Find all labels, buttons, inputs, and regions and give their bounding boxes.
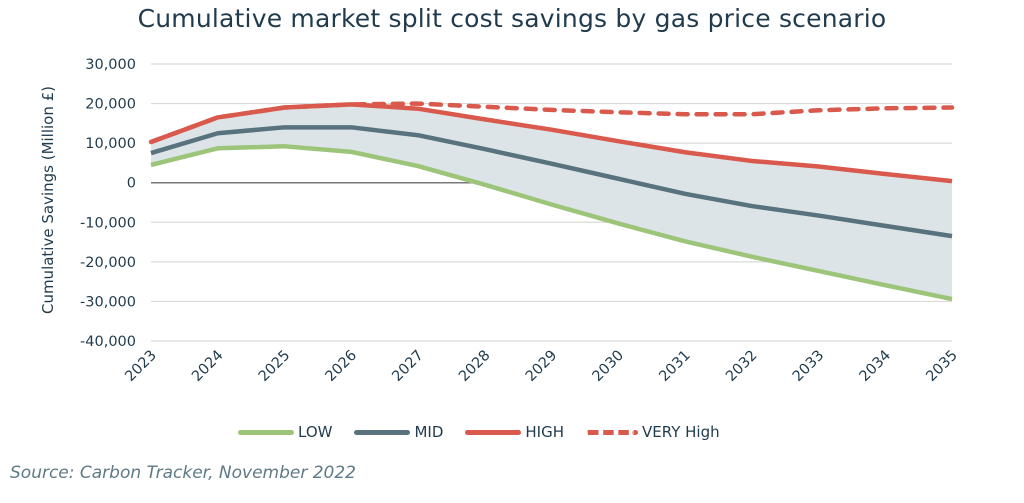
legend-swatch-high [465,429,522,435]
x-tick-label: 2030 [590,348,627,385]
chart-title: Cumulative market split cost savings by … [137,4,887,33]
legend-swatch-very-high [586,429,638,435]
x-axis-ticks: 2023 2024 2025 2026 2027 2028 2029 2030 2031 2032… [122,348,960,385]
y-tick-label: -20,000 [80,255,136,271]
y-tick-label: -40,000 [80,334,136,350]
legend-label-high: HIGH [525,423,564,441]
x-tick-label: 2029 [523,348,560,385]
band-area [151,104,952,300]
y-tick-label: 10,000 [85,136,136,152]
legend-item-high: HIGH [465,423,564,441]
y-tick-label: -10,000 [80,215,136,231]
legend-label-very-high: VERY High [642,423,720,441]
x-tick-label: 2032 [723,348,760,385]
series-lines [148,101,955,302]
y-axis-title: Cumulative Savings (Million £) [39,86,57,314]
legend-label-mid: MID [414,423,444,441]
y-tick-label: 30,000 [85,57,136,73]
x-tick-label: 2023 [122,348,159,385]
x-tick-label: 2025 [256,348,293,385]
x-tick-label: 2024 [189,348,226,385]
x-tick-label: 2027 [389,348,426,385]
legend-swatch-low [238,429,294,435]
legend-item-very-high: VERY High [586,423,720,441]
shaded-band [151,104,952,300]
legend-swatch-mid [354,429,411,435]
x-tick-label: 2035 [923,348,960,385]
y-axis-ticks: 30,000 20,000 10,000 0 -10,000 -20,000 -30,000… [80,57,136,350]
legend-label-low: LOW [298,423,333,441]
legend-item-low: LOW [238,423,332,441]
y-tick-label: -30,000 [80,294,136,310]
x-tick-label: 2031 [656,348,693,385]
x-tick-label: 2034 [857,348,894,385]
legend-item-mid: MID [354,423,443,441]
x-tick-label: 2026 [323,348,360,385]
y-tick-label: 20,000 [85,97,136,113]
x-tick-label: 2028 [456,348,493,385]
x-tick-label: 2033 [790,348,827,385]
legend: LOW MID HIGH VERY High [238,423,742,441]
source-note: Source: Carbon Tracker, November 2022 [10,463,357,483]
y-tick-label: 0 [127,176,136,192]
